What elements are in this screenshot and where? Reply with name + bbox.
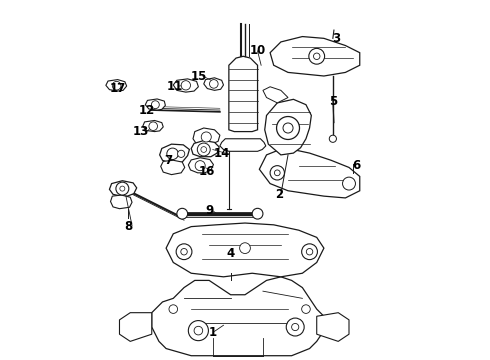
Polygon shape — [204, 78, 223, 90]
Circle shape — [252, 208, 263, 219]
Circle shape — [201, 147, 207, 152]
Text: 6: 6 — [352, 159, 360, 172]
Circle shape — [116, 182, 129, 195]
Text: 1: 1 — [209, 326, 217, 339]
Circle shape — [302, 244, 318, 260]
Circle shape — [306, 248, 313, 255]
Circle shape — [176, 244, 192, 260]
Text: 15: 15 — [190, 69, 207, 82]
Text: 8: 8 — [124, 220, 133, 233]
Polygon shape — [317, 313, 349, 341]
Circle shape — [188, 320, 208, 341]
Circle shape — [210, 80, 218, 88]
Polygon shape — [166, 223, 324, 277]
Circle shape — [151, 101, 159, 109]
Text: 2: 2 — [275, 188, 283, 201]
Polygon shape — [229, 56, 258, 132]
Text: 14: 14 — [214, 147, 230, 159]
Circle shape — [240, 243, 250, 253]
Circle shape — [112, 81, 121, 90]
Polygon shape — [143, 121, 163, 132]
Circle shape — [181, 81, 191, 90]
Polygon shape — [265, 99, 311, 155]
Polygon shape — [111, 195, 132, 209]
Polygon shape — [188, 158, 214, 173]
Text: 17: 17 — [110, 82, 126, 95]
Circle shape — [276, 117, 299, 139]
Circle shape — [274, 170, 280, 176]
Circle shape — [309, 48, 324, 64]
Text: 12: 12 — [138, 104, 154, 117]
Polygon shape — [120, 313, 152, 341]
Polygon shape — [106, 80, 126, 91]
Text: 3: 3 — [332, 32, 341, 45]
Text: 10: 10 — [249, 44, 266, 57]
Polygon shape — [220, 139, 266, 151]
Polygon shape — [193, 128, 220, 146]
Circle shape — [329, 135, 337, 142]
Circle shape — [286, 318, 304, 336]
Circle shape — [270, 166, 285, 180]
Polygon shape — [270, 37, 360, 76]
Circle shape — [194, 326, 203, 335]
Circle shape — [177, 208, 188, 219]
Text: 13: 13 — [133, 125, 149, 138]
Polygon shape — [152, 277, 324, 356]
Polygon shape — [191, 140, 219, 157]
Text: 4: 4 — [226, 247, 235, 260]
Polygon shape — [109, 181, 137, 196]
Circle shape — [314, 53, 320, 59]
Polygon shape — [173, 79, 198, 92]
Text: 5: 5 — [329, 95, 337, 108]
Circle shape — [167, 148, 178, 159]
Circle shape — [302, 305, 310, 314]
Circle shape — [201, 132, 211, 142]
Polygon shape — [161, 160, 185, 175]
Circle shape — [283, 123, 293, 133]
Text: 9: 9 — [205, 204, 213, 217]
Text: 16: 16 — [199, 165, 216, 177]
Circle shape — [181, 248, 187, 255]
Polygon shape — [160, 144, 190, 164]
Polygon shape — [263, 87, 288, 103]
Circle shape — [292, 323, 299, 330]
Circle shape — [177, 150, 185, 157]
Circle shape — [120, 186, 125, 191]
Circle shape — [169, 305, 177, 314]
Text: 11: 11 — [167, 80, 183, 93]
Circle shape — [343, 177, 355, 190]
Circle shape — [195, 161, 205, 171]
Polygon shape — [146, 99, 166, 110]
Polygon shape — [259, 148, 360, 198]
Circle shape — [149, 122, 157, 131]
Circle shape — [197, 143, 210, 156]
Text: 7: 7 — [164, 154, 172, 167]
